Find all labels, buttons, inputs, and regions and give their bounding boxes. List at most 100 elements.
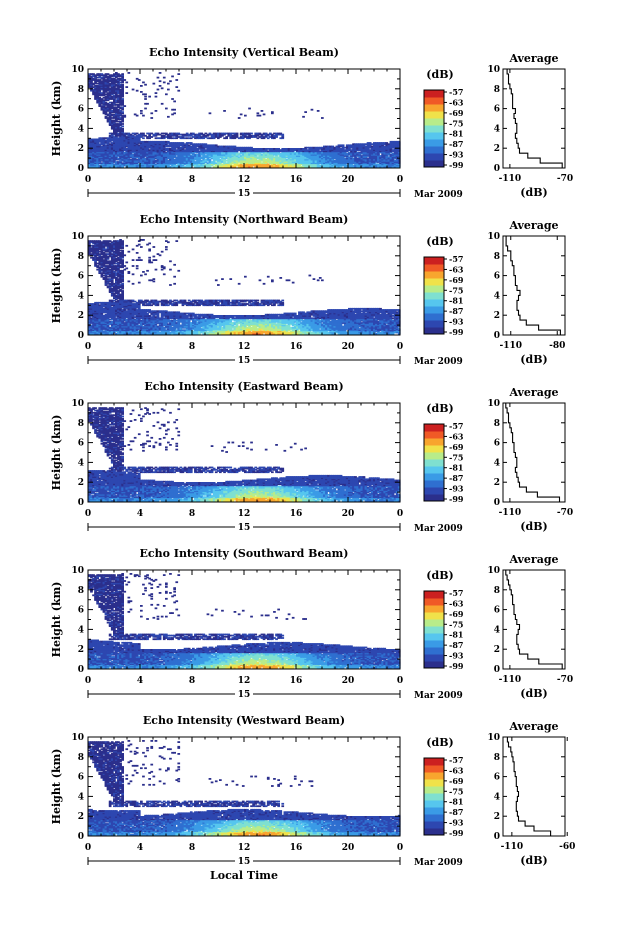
echo-cell [92, 73, 95, 75]
echo-cell [88, 153, 91, 156]
echo-cell [110, 151, 114, 154]
echo-cell [108, 93, 112, 96]
echo-cell [113, 119, 116, 122]
echo-cell [102, 157, 106, 160]
echo-cell [104, 83, 108, 86]
echo-cell [115, 108, 118, 111]
echo-cell [104, 142, 108, 144]
echo-cell [113, 145, 116, 148]
echo-cell [115, 80, 118, 83]
echo-cell [113, 121, 116, 124]
echo-cell [115, 110, 118, 112]
echo-cell [106, 96, 110, 99]
echo-cell [108, 117, 112, 119]
echo-cell [113, 80, 116, 83]
echo-cell [104, 98, 108, 100]
echo-cell [121, 119, 124, 122]
echo-cell [127, 143, 131, 146]
echo-cell [94, 152, 97, 155]
colorbar-segment [424, 139, 444, 147]
echo-cell [102, 159, 106, 162]
echo-cell [92, 138, 95, 141]
echo-cell [98, 139, 102, 142]
echo-cell [125, 267, 129, 270]
echo-cell [117, 112, 120, 115]
echo-cell [108, 134, 112, 137]
echo-cell [94, 161, 97, 163]
echo-cell [127, 148, 131, 150]
echo-cell [137, 79, 141, 81]
echo-cell [98, 74, 102, 77]
echo-cell [98, 98, 102, 100]
echo-cell [125, 142, 129, 144]
echo-cell [154, 92, 158, 94]
echo-cell [94, 96, 97, 99]
echo-cell [98, 165, 102, 168]
echo-cell [148, 95, 151, 98]
echo-cell [119, 106, 122, 109]
echo-cell [117, 150, 120, 153]
y-tick-label: 6 [78, 105, 84, 115]
echo-cell [341, 144, 345, 147]
echo-cell [96, 148, 99, 150]
echo-cell [92, 92, 95, 94]
echo-cell [154, 110, 158, 112]
echo-cell [115, 83, 118, 86]
echo-cell [113, 137, 116, 140]
echo-cell [113, 79, 116, 81]
echo-cell [117, 155, 120, 157]
echo-cell [135, 114, 139, 117]
echo-cell [310, 108, 314, 111]
echo-cell [102, 140, 106, 143]
echo-cell [115, 138, 118, 141]
echo-cell [92, 139, 95, 142]
echo-cell [102, 105, 106, 107]
echo-cell [117, 125, 120, 128]
echo-cell [104, 106, 108, 109]
echo-cell [98, 150, 102, 153]
echo-cell [90, 165, 93, 168]
echo-cell [100, 143, 104, 146]
echo-cell [98, 83, 102, 86]
echo-cell [117, 111, 120, 113]
x-tick-label: 4 [137, 175, 143, 185]
echo-cell [110, 91, 114, 93]
echo-cell [96, 163, 99, 166]
echo-cell [104, 95, 108, 98]
echo-cell [127, 156, 131, 159]
echo-cell [100, 106, 104, 109]
echo-cell [119, 91, 122, 93]
echo-cell [119, 137, 122, 140]
colorbar-segment [424, 153, 444, 161]
echo-cell [96, 89, 99, 92]
echo-cell [113, 74, 116, 77]
echo-cell [92, 89, 95, 92]
echo-cell [121, 131, 124, 134]
echo-cell [100, 81, 104, 84]
echo-cell [102, 144, 106, 147]
echo-cell [125, 162, 129, 165]
echo-cell [100, 82, 104, 85]
echo-cell [127, 161, 131, 163]
echo-cell [121, 133, 124, 136]
echo-cell [129, 162, 133, 165]
echo-cell [88, 85, 91, 87]
echo-cell [115, 157, 118, 160]
echo-cell [100, 164, 104, 167]
echo-cell [115, 144, 118, 147]
echo-cell [125, 136, 129, 138]
echo-cell [121, 148, 124, 150]
echo-cell [104, 74, 108, 77]
echo-cell [113, 140, 116, 143]
echo-cell [110, 156, 114, 159]
echo-cell [121, 165, 124, 168]
echo-cell [115, 101, 118, 104]
echo-cell [129, 149, 133, 151]
y-tick-label: 0 [78, 164, 84, 174]
echo-cell [117, 142, 120, 144]
echo-cell [123, 143, 127, 146]
echo-cell [123, 156, 127, 159]
echo-cell [115, 164, 118, 167]
echo-cell [119, 117, 122, 119]
echo-cell [90, 140, 93, 143]
